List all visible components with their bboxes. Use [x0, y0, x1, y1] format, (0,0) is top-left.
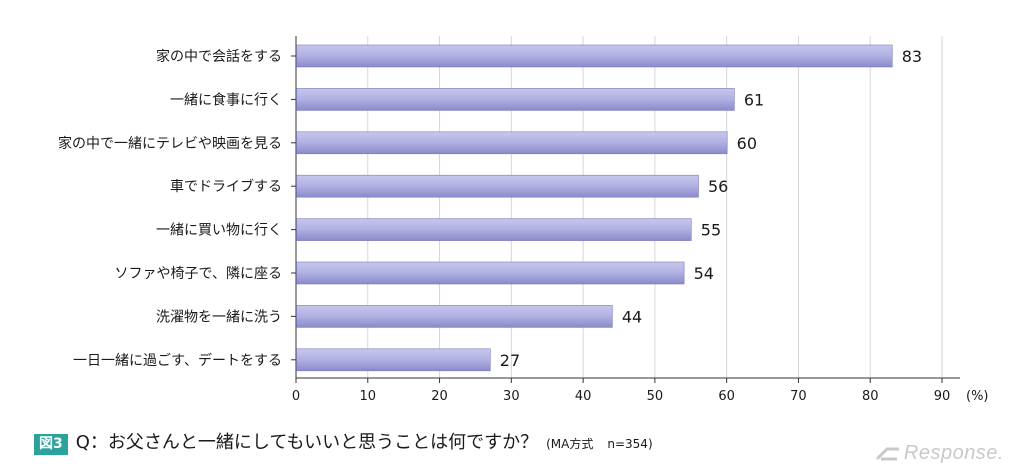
category-label: 一日一緒に過ごす、デートをする: [73, 352, 282, 369]
sample-size: n=354): [607, 437, 653, 451]
bars: [296, 44, 893, 372]
bar: [296, 174, 699, 198]
survey-note: (MA方式 n=354): [546, 435, 667, 452]
x-tick-label: 40: [575, 389, 592, 404]
watermark: Response.: [875, 442, 1004, 465]
watermark-text: Response.: [903, 442, 1004, 464]
x-tick-label: 50: [647, 389, 664, 404]
x-tick-label: 0: [292, 389, 300, 404]
x-unit-label: (%): [966, 389, 989, 404]
value-label: 83: [902, 47, 922, 66]
category-label: 一緒に食事に行く: [170, 91, 282, 108]
category-label: 車でドライブする: [170, 178, 282, 195]
x-tick-label: 30: [503, 389, 520, 404]
bar: [296, 261, 685, 285]
x-tick-label: 10: [360, 389, 377, 404]
x-tick-label: 90: [934, 389, 951, 404]
value-label: 54: [694, 264, 714, 283]
bar: [296, 218, 692, 241]
x-tick-label: 20: [431, 389, 448, 404]
figure-caption: 図3 Q：お父さんと一緒にしてもいいと思うことは何ですか？ (MA方式 n=354…: [34, 428, 667, 455]
value-label: 44: [622, 307, 642, 326]
x-tick-label: 80: [862, 389, 879, 404]
x-tick-label: 70: [790, 389, 807, 404]
labels: 0 10 20 30 40 50 60 70 80 90 (%) 家の中で会話をする 83 一緒に食事に行…: [58, 47, 989, 404]
category-label: 家の中で会話をする: [156, 48, 282, 65]
response-logo-icon: [875, 447, 899, 460]
category-label: 洗濯物を一緒に洗う: [156, 309, 282, 325]
method-note: (MA方式: [546, 437, 594, 451]
question-text: Q：お父さんと一緒にしてもいいと思うことは何ですか？: [75, 432, 539, 453]
axes: [291, 36, 960, 383]
bar: [296, 131, 728, 155]
category-label: 家の中で一緒にテレビや映画を見る: [58, 135, 282, 152]
bar: [296, 348, 491, 372]
value-label: 56: [708, 177, 728, 196]
bar: [296, 88, 735, 111]
category-label: 一緒に買い物に行く: [156, 223, 282, 239]
value-label: 27: [500, 351, 520, 370]
figure-label: 図3: [34, 434, 68, 455]
value-label: 61: [744, 90, 764, 109]
category-label: ソファや椅子で、隣に座る: [115, 266, 282, 282]
value-label: 60: [737, 134, 757, 153]
bar: [296, 305, 613, 328]
value-label: 55: [701, 221, 721, 240]
x-tick-label: 60: [718, 389, 735, 404]
bar: [296, 44, 893, 68]
